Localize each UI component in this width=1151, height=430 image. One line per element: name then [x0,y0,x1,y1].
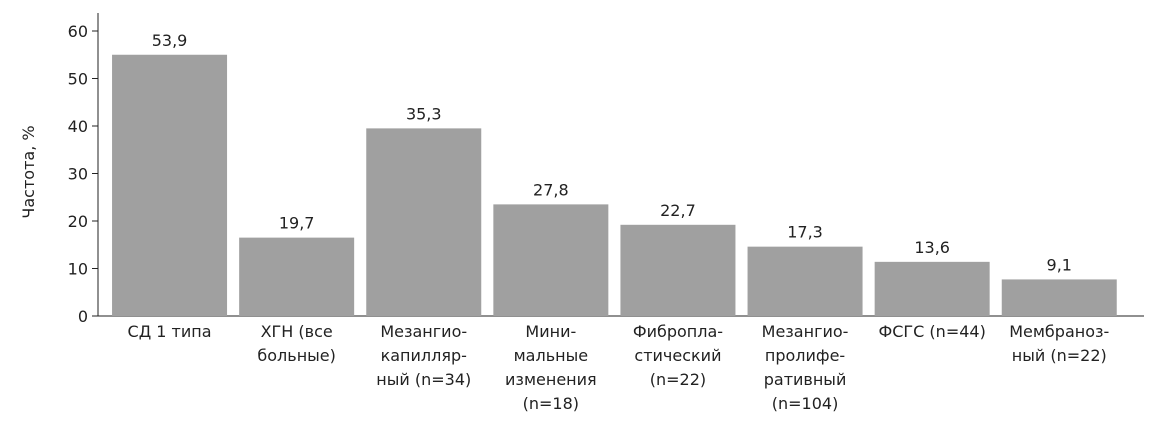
category-label-line: ХГН (все [261,322,333,341]
category-label-line: ный (n=22) [1012,346,1107,365]
category-label-line: (n=104) [772,394,839,413]
category-label-line: (n=22) [650,370,706,389]
category-label: Мини-мальные изменения (n=18) [505,322,597,413]
category-label: Мезангио-пролифе-ративный (n=104) [762,322,849,413]
y-tick-label: 40 [68,117,88,136]
y-axis-title: Частота, % [19,125,38,218]
category-label-line: пролифе- [765,346,845,365]
category-label: Мезангио-капилляр-ный (n=34) [376,322,471,389]
category-label: ХГН (все больные) [257,322,336,365]
bar [366,128,482,316]
bar [747,246,863,316]
category-label-line: ративный [764,370,847,389]
category-label-line: Мембраноз- [1009,322,1109,341]
category-label: Фибропла-стический (n=22) [633,322,723,389]
y-tick-label: 0 [78,307,88,326]
bars [112,54,1117,316]
y-tick-label: 30 [68,165,88,184]
category-label-line: мальные [514,346,588,365]
category-label-line: Мезангио- [762,322,849,341]
category-label-line: ный (n=34) [376,370,471,389]
category-label: ФСГС (n=44) [878,322,985,341]
y-tick-label: 60 [68,22,88,41]
bar [239,237,355,316]
data-label: 22,7 [660,201,696,220]
data-label: 19,7 [279,214,315,233]
category-label-line: стический [634,346,721,365]
data-labels: 53,9 19,7 35,3 27,8 22,7 17,3 13,6 9,1 [152,31,1072,275]
category-label-line: больные) [257,346,336,365]
category-label-line: ФСГС (n=44) [878,322,985,341]
category-label-line: Мини- [525,322,576,341]
category-label-line: капилляр- [381,346,467,365]
data-label: 17,3 [787,223,823,242]
y-tick-label: 50 [68,70,88,89]
bar [620,224,736,316]
category-label-line: (n=18) [523,394,579,413]
category-labels: СД 1 типа ХГН (все больные) Мезангио-капилл… [128,322,1110,413]
category-label-line: Мезангио- [380,322,467,341]
category-label-line: Фибропла- [633,322,723,341]
y-tick-label: 10 [68,260,88,279]
data-label: 13,6 [914,238,950,257]
bar [493,204,609,316]
category-label: СД 1 типа [128,322,212,341]
bar [112,54,228,316]
y-ticks: 0 10 20 30 40 50 60 [68,22,98,326]
bar [1001,279,1117,316]
data-label: 9,1 [1047,255,1072,274]
category-label-line: изменения [505,370,597,389]
category-label-line: СД 1 типа [128,322,212,341]
category-label: Мембраноз-ный (n=22) [1009,322,1109,365]
data-label: 27,8 [533,180,569,199]
data-label: 35,3 [406,104,442,123]
bar [874,261,990,316]
y-tick-label: 20 [68,212,88,231]
data-label: 53,9 [152,31,188,50]
